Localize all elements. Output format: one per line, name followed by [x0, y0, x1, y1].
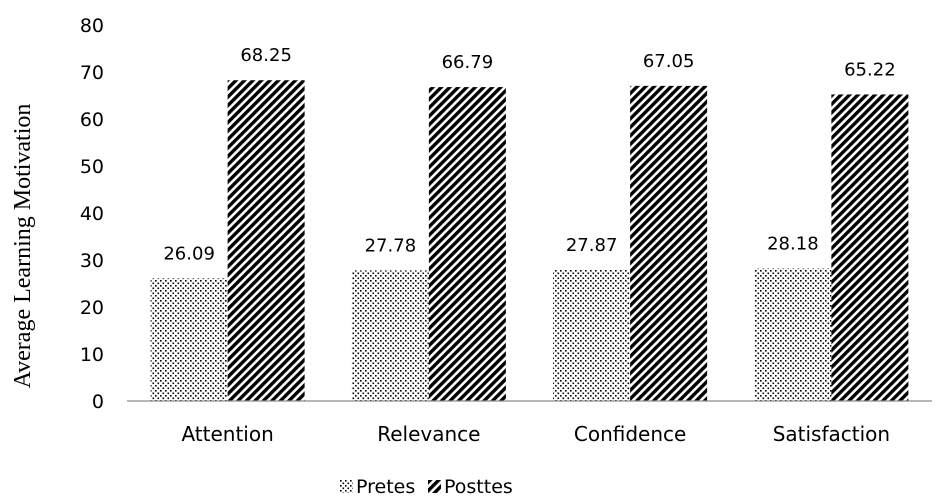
data-label-pretes-confidence: 27.87: [566, 235, 618, 256]
bar-posttes-relevance: [428, 87, 506, 401]
data-label-pretes-attention: 26.09: [163, 243, 215, 264]
data-label-posttes-attention: 68.25: [240, 45, 292, 66]
y-tick-label: 0: [92, 391, 104, 413]
y-tick-label: 80: [80, 15, 104, 37]
bar-pretes-confidence: [553, 270, 631, 401]
legend-label-pretes: Pretes: [356, 476, 415, 498]
data-labels-layer: 26.09 68.25 27.78 66.79 27.87 67.05 28.18 65.22: [163, 45, 895, 264]
legend-swatch-posttes: [428, 480, 441, 493]
y-tick-label: 10: [80, 344, 104, 366]
legend-swatch-pretes: [340, 480, 353, 493]
legend: Pretes Posttes: [340, 476, 513, 498]
data-label-pretes-satisfaction: 28.18: [767, 234, 819, 255]
y-axis-label: Average Learning Motivation: [10, 104, 36, 389]
bar-posttes-attention: [227, 80, 305, 401]
y-tick-label: 40: [80, 203, 104, 225]
data-label-pretes-relevance: 27.78: [365, 235, 417, 256]
y-axis-ticks: 0 10 20 30 40 50 60 70 80: [80, 15, 104, 413]
bar-pretes-relevance: [351, 270, 429, 401]
y-tick-label: 60: [80, 109, 104, 131]
y-tick-label: 30: [80, 250, 104, 272]
data-label-posttes-satisfaction: 65.22: [844, 59, 896, 80]
x-category-label-satisfaction: Satisfaction: [773, 422, 890, 446]
x-category-label-confidence: Confidence: [574, 422, 686, 446]
x-category-label-relevance: Relevance: [377, 422, 480, 446]
bar-pretes-satisfaction: [754, 268, 832, 401]
bar-posttes-confidence: [630, 85, 708, 402]
bars-layer: [150, 80, 909, 402]
legend-label-posttes: Posttes: [444, 476, 513, 498]
x-axis-categories: Attention Relevance Confidence Satisfaction: [181, 422, 890, 446]
x-category-label-attention: Attention: [181, 422, 273, 446]
y-tick-label: 70: [80, 62, 104, 84]
data-label-posttes-relevance: 66.79: [442, 52, 494, 73]
y-tick-label: 50: [80, 156, 104, 178]
y-tick-label: 20: [80, 297, 104, 319]
data-label-posttes-confidence: 67.05: [643, 51, 695, 72]
bar-posttes-satisfaction: [831, 94, 909, 401]
bar-pretes-attention: [150, 278, 228, 401]
